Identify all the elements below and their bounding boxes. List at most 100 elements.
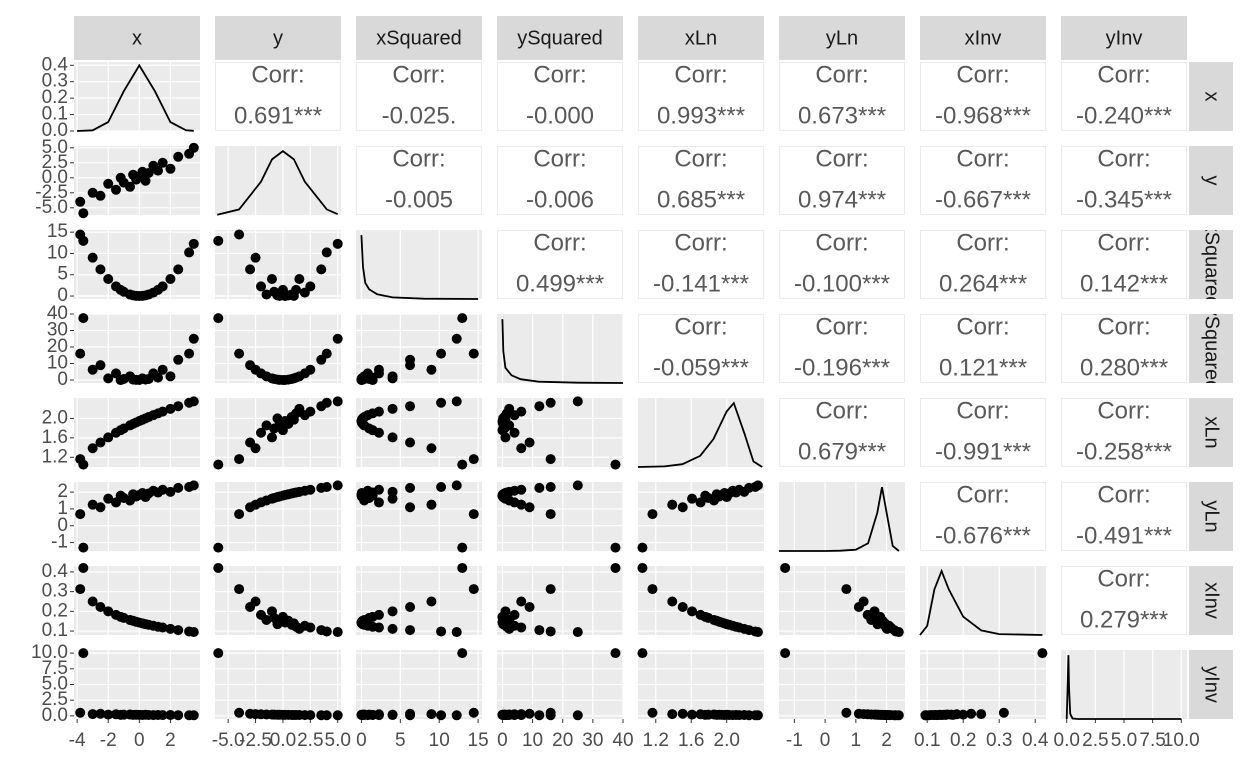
row-strip bbox=[1189, 566, 1233, 635]
corr-panel bbox=[1061, 566, 1187, 635]
corr-panel bbox=[1061, 230, 1187, 299]
point bbox=[321, 397, 332, 408]
point bbox=[610, 648, 621, 659]
corr-panel bbox=[920, 398, 1046, 467]
column-strip bbox=[74, 16, 200, 60]
point bbox=[457, 562, 468, 573]
point bbox=[165, 710, 176, 721]
point bbox=[188, 710, 199, 721]
corr-panel bbox=[215, 62, 341, 131]
point bbox=[95, 602, 106, 613]
corr-panel bbox=[356, 62, 482, 131]
point bbox=[405, 602, 416, 613]
x-tick-label: -4 bbox=[69, 730, 86, 751]
row-strip bbox=[1189, 146, 1233, 215]
point bbox=[188, 480, 199, 491]
row-strip-group: xSquared bbox=[1201, 230, 1223, 299]
corr-value: -0.005 bbox=[385, 186, 453, 213]
point bbox=[173, 151, 184, 162]
y-tick-label: 10.0 bbox=[31, 642, 68, 663]
point bbox=[173, 710, 184, 721]
panel-background bbox=[215, 146, 341, 215]
y-tick-label: 0 bbox=[57, 369, 68, 390]
point bbox=[677, 708, 688, 719]
corr-label: Corr: bbox=[956, 145, 1009, 172]
point bbox=[647, 584, 658, 595]
corr-panel bbox=[1061, 62, 1187, 131]
row-strip-group: xInv bbox=[1201, 582, 1223, 619]
point bbox=[140, 175, 151, 186]
point bbox=[294, 273, 305, 284]
point bbox=[234, 348, 245, 359]
point bbox=[647, 509, 658, 520]
y-tick-label: -2.5 bbox=[35, 182, 68, 203]
point bbox=[245, 502, 256, 513]
point bbox=[75, 707, 86, 718]
point bbox=[213, 313, 224, 324]
row-strip-group: yLn bbox=[1201, 500, 1223, 532]
point bbox=[451, 480, 462, 491]
point bbox=[426, 364, 437, 375]
point bbox=[882, 710, 893, 721]
point bbox=[321, 626, 332, 637]
x-tick-label: 0 bbox=[497, 730, 508, 751]
point bbox=[157, 364, 168, 375]
point bbox=[667, 709, 678, 720]
point bbox=[294, 371, 305, 382]
row-strip-group: yInv bbox=[1201, 666, 1223, 703]
column-strip bbox=[356, 16, 482, 60]
y-tick-label: 5.0 bbox=[42, 674, 68, 695]
point bbox=[272, 619, 283, 630]
x-tick-label: 0.2 bbox=[950, 730, 976, 751]
point bbox=[373, 622, 384, 633]
point bbox=[103, 178, 114, 189]
point bbox=[373, 484, 384, 495]
corr-panel bbox=[638, 146, 764, 215]
point bbox=[75, 348, 86, 359]
point bbox=[524, 602, 535, 613]
point bbox=[95, 264, 106, 275]
point bbox=[534, 710, 545, 721]
point bbox=[387, 403, 398, 414]
point bbox=[426, 596, 437, 607]
column-strip bbox=[497, 16, 623, 60]
corr-value: -0.667*** bbox=[935, 186, 1031, 213]
density-line bbox=[501, 319, 624, 384]
corr-value: -0.240*** bbox=[1076, 102, 1172, 129]
x-tick-label: 2 bbox=[165, 730, 176, 751]
x-tick-label: 40 bbox=[612, 730, 633, 751]
density-line bbox=[1065, 655, 1182, 720]
y-tick-label: 7.5 bbox=[42, 658, 68, 679]
point bbox=[752, 710, 763, 721]
corr-value: 0.993*** bbox=[657, 102, 745, 129]
density-line bbox=[919, 568, 1043, 636]
corr-label: Corr: bbox=[956, 61, 1009, 88]
corr-label: Corr: bbox=[392, 61, 445, 88]
point bbox=[572, 710, 583, 721]
corr-value: -0.059*** bbox=[653, 354, 749, 381]
point bbox=[213, 542, 224, 553]
point bbox=[332, 238, 343, 249]
point bbox=[405, 354, 416, 365]
corr-label: Corr: bbox=[956, 229, 1009, 256]
y-tick-label: 0 bbox=[57, 515, 68, 536]
point bbox=[111, 184, 121, 195]
point bbox=[647, 707, 658, 718]
point bbox=[853, 708, 864, 719]
point bbox=[157, 281, 168, 292]
point bbox=[188, 142, 199, 153]
point bbox=[78, 459, 89, 470]
point bbox=[245, 264, 256, 275]
corr-value: 0.279*** bbox=[1080, 606, 1168, 633]
point bbox=[516, 406, 527, 417]
point bbox=[405, 401, 416, 412]
point bbox=[173, 625, 184, 636]
point bbox=[752, 627, 763, 638]
point bbox=[157, 406, 168, 417]
point bbox=[436, 710, 447, 721]
point bbox=[504, 623, 515, 634]
row-strip bbox=[1189, 314, 1233, 383]
point bbox=[545, 584, 556, 595]
point bbox=[637, 542, 648, 553]
point bbox=[373, 497, 384, 508]
